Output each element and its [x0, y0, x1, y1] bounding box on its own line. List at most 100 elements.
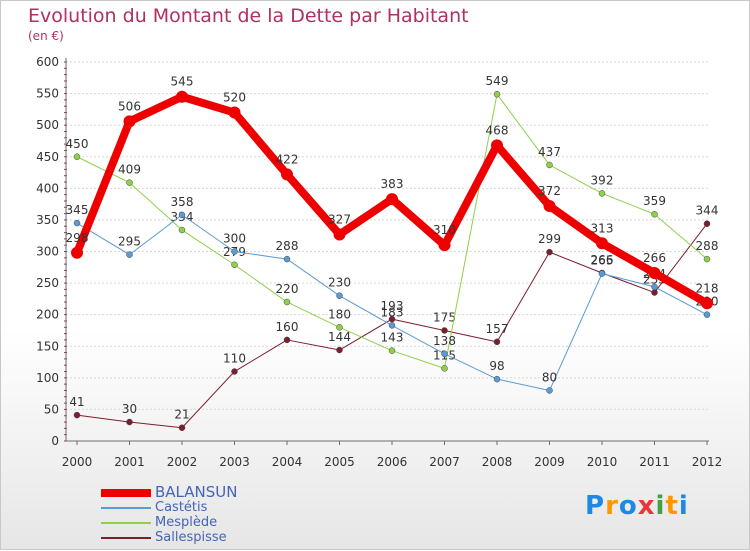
data-label-mespl-de: 392: [591, 173, 614, 187]
data-label-balansun: 313: [591, 221, 614, 235]
data-label-cast-tis: 295: [118, 235, 141, 249]
data-point-cast-tis: [73, 219, 81, 227]
data-point-cast-tis: [651, 283, 658, 291]
data-label-sallespisse: 160: [276, 320, 299, 334]
data-point-balansun: [596, 237, 608, 250]
legend-swatch: [101, 489, 151, 497]
data-point-mespl-de: [388, 347, 396, 354]
data-point-balansun: [333, 228, 346, 241]
data-point-cast-tis: [493, 375, 501, 383]
data-point-mespl-de: [283, 298, 291, 306]
x-tick-label: 2006: [377, 455, 408, 469]
data-point-sallespisse: [546, 248, 553, 256]
chart-title: Evolution du Montant de la Dette par Hab…: [28, 5, 469, 27]
data-point-mespl-de: [703, 255, 711, 263]
data-point-sallespisse: [441, 327, 448, 334]
data-point-sallespisse: [703, 220, 711, 227]
data-point-sallespisse: [231, 368, 238, 375]
data-label-balansun: 422: [276, 152, 299, 166]
data-label-balansun: 327: [328, 212, 351, 226]
data-point-cast-tis: [388, 322, 396, 329]
data-label-cast-tis: 138: [433, 334, 456, 348]
data-label-balansun: 310: [433, 223, 456, 237]
x-tick-label: 2012: [692, 455, 723, 469]
y-tick-label: 0: [51, 434, 59, 448]
data-label-sallespisse: 21: [174, 408, 189, 422]
data-label-mespl-de: 220: [276, 282, 299, 296]
data-point-sallespisse: [651, 289, 658, 296]
data-label-balansun: 506: [118, 99, 141, 113]
data-label-mespl-de: 450: [66, 137, 89, 151]
data-point-sallespisse: [388, 315, 396, 323]
y-tick-label: 200: [36, 308, 59, 322]
x-tick-label: 2011: [639, 455, 670, 469]
data-label-mespl-de: 437: [538, 145, 561, 159]
y-tick-label: 450: [36, 150, 59, 164]
legend-label: Castétis: [155, 500, 208, 515]
data-point-cast-tis: [178, 211, 186, 219]
data-label-cast-tis: 345: [66, 203, 89, 217]
data-label-sallespisse: 144: [328, 330, 351, 344]
data-label-balansun: 372: [538, 184, 561, 198]
data-point-sallespisse: [178, 424, 186, 431]
data-point-balansun: [491, 139, 503, 152]
legend-swatch: [101, 537, 151, 539]
data-point-cast-tis: [283, 255, 291, 263]
data-label-cast-tis: 288: [276, 239, 299, 253]
y-tick-label: 350: [36, 213, 59, 227]
legend-label: BALANSUN: [155, 483, 238, 501]
y-tick-label: 50: [44, 402, 59, 416]
data-label-balansun: 520: [223, 91, 246, 105]
data-label-mespl-de: 180: [328, 307, 351, 321]
data-point-mespl-de: [231, 261, 238, 269]
data-point-mespl-de: [441, 365, 448, 372]
data-label-sallespisse: 110: [223, 352, 246, 366]
x-tick-label: 2010: [587, 455, 618, 469]
data-point-balansun: [386, 193, 398, 206]
data-label-balansun: 468: [486, 123, 509, 137]
x-tick-label: 2002: [167, 455, 198, 469]
x-tick-label: 2005: [324, 455, 355, 469]
data-point-mespl-de: [598, 190, 606, 197]
data-point-sallespisse: [493, 338, 501, 346]
y-tick-label: 400: [36, 181, 59, 195]
data-label-cast-tis: 300: [223, 232, 246, 246]
data-point-cast-tis: [126, 251, 133, 258]
data-point-mespl-de: [546, 161, 553, 169]
legend-swatch: [101, 507, 151, 509]
data-point-balansun: [123, 115, 136, 128]
y-tick-label: 600: [36, 55, 59, 69]
x-tick-label: 2008: [482, 455, 513, 469]
data-label-cast-tis: 230: [328, 276, 351, 290]
data-point-sallespisse: [73, 411, 81, 419]
data-label-cast-tis: 183: [381, 305, 404, 319]
data-label-mespl-de: 143: [381, 331, 404, 345]
data-point-mespl-de: [73, 153, 81, 160]
data-point-balansun: [228, 106, 241, 119]
x-tick-label: 2007: [429, 455, 460, 469]
proxiti-logo: Proxiti: [585, 491, 689, 521]
data-point-balansun: [543, 200, 556, 213]
data-label-balansun: 545: [171, 75, 194, 89]
legend-label: Mesplède: [155, 515, 218, 530]
data-point-mespl-de: [178, 226, 186, 234]
data-label-sallespisse: 266: [591, 253, 614, 267]
data-point-cast-tis: [231, 248, 238, 255]
data-point-balansun: [281, 168, 293, 181]
y-tick-label: 150: [36, 339, 59, 353]
data-label-balansun: 298: [66, 231, 89, 245]
legend-label: Sallespisse: [155, 530, 227, 545]
y-tick-label: 500: [36, 118, 59, 132]
data-label-mespl-de: 359: [643, 194, 666, 208]
y-tick-label: 550: [36, 87, 59, 101]
y-tick-label: 300: [36, 245, 59, 259]
data-point-balansun: [71, 246, 83, 259]
data-point-mespl-de: [651, 210, 658, 218]
data-label-sallespisse: 175: [433, 310, 456, 324]
data-label-cast-tis: 265: [591, 254, 614, 268]
data-label-cast-tis: 358: [171, 195, 194, 209]
data-point-cast-tis: [336, 292, 343, 299]
data-point-balansun: [438, 239, 451, 252]
data-point-balansun: [701, 297, 713, 310]
